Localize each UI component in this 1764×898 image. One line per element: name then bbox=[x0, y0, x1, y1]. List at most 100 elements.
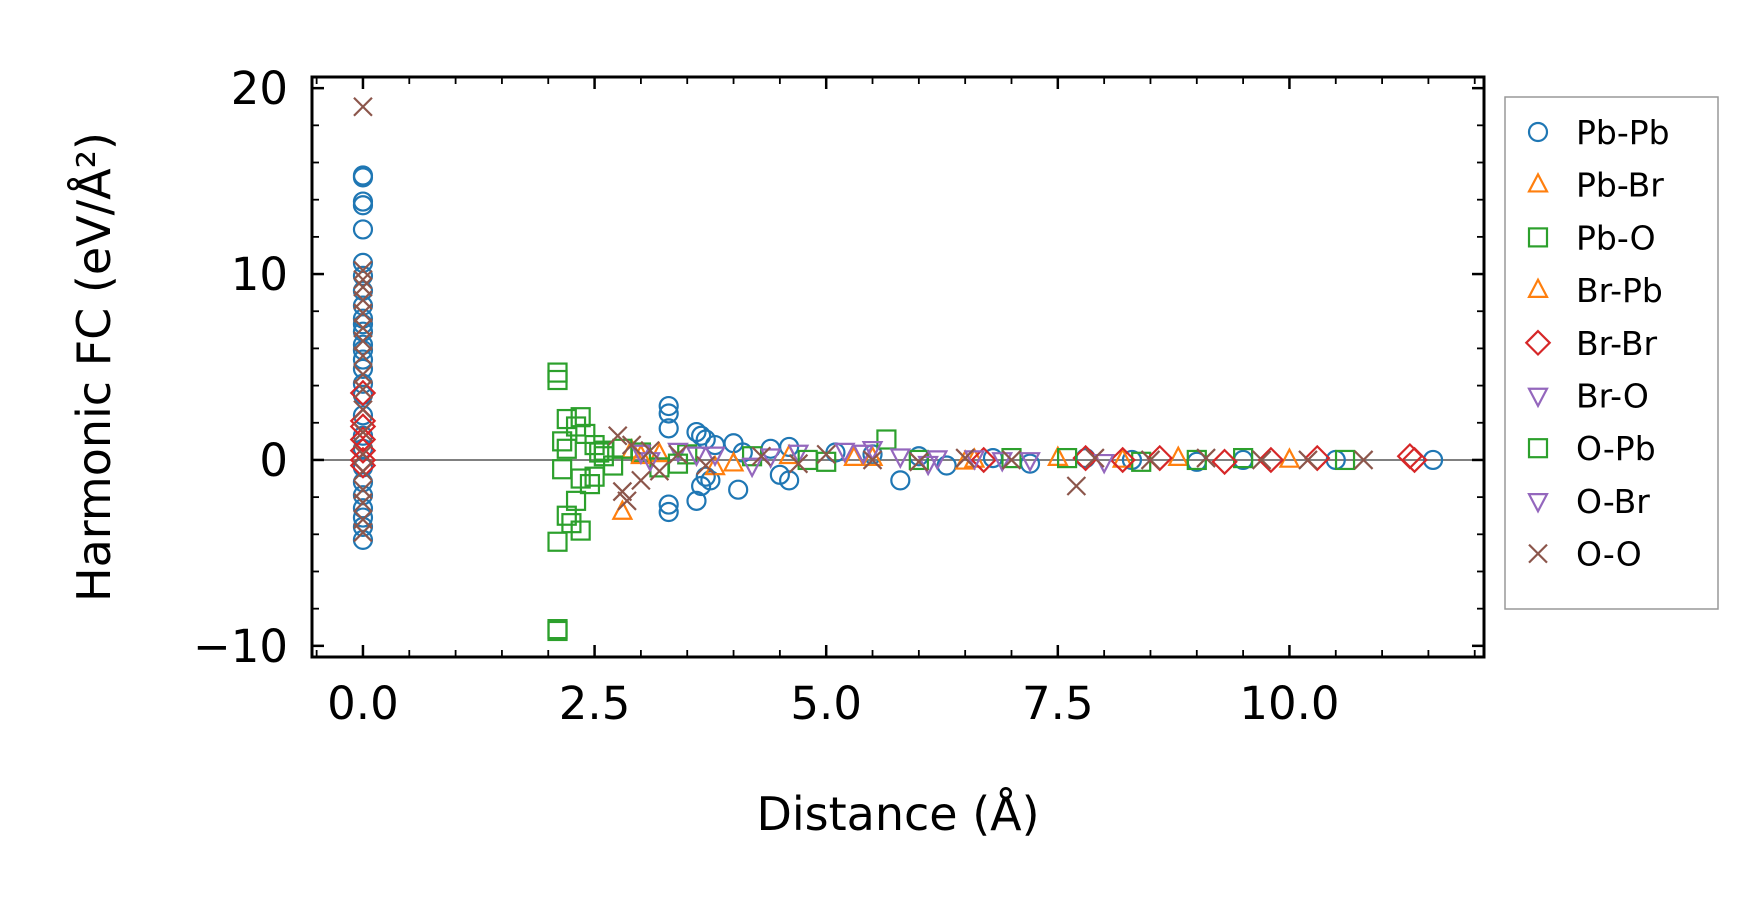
legend-items: Pb-Pb Pb-Br Pb-O Br-Pb Br-Br Br-O O-Pb O-Br O-O bbox=[1524, 113, 1670, 574]
data-point bbox=[691, 425, 712, 446]
data-point bbox=[963, 450, 986, 471]
data-point bbox=[621, 435, 642, 455]
plot-area bbox=[310, 75, 1486, 659]
legend-marker bbox=[1527, 277, 1549, 298]
data-point bbox=[352, 516, 374, 537]
data-point bbox=[352, 195, 374, 216]
legend-item-br-br: Br-Br bbox=[1524, 324, 1657, 363]
data-point bbox=[352, 167, 374, 188]
data-point bbox=[970, 446, 997, 474]
y-axis-label: Harmonic FC (eV/Å²) bbox=[67, 132, 121, 602]
data-point bbox=[1353, 450, 1374, 470]
data-point bbox=[352, 334, 374, 355]
legend-label: O-Br bbox=[1576, 482, 1650, 521]
data-point bbox=[1140, 450, 1161, 470]
data-point bbox=[353, 269, 373, 290]
data-point bbox=[352, 265, 374, 287]
data-point bbox=[751, 446, 772, 467]
data-point bbox=[759, 448, 782, 469]
data-point bbox=[631, 470, 651, 491]
data-point bbox=[658, 418, 679, 439]
data-point bbox=[843, 445, 865, 466]
data-point bbox=[1056, 447, 1078, 469]
legend-item-br-o: Br-O bbox=[1527, 377, 1649, 416]
data-point bbox=[741, 457, 763, 479]
legend-label: Br-O bbox=[1576, 377, 1649, 416]
data-point bbox=[1278, 447, 1301, 468]
data-point bbox=[658, 395, 679, 417]
data-point bbox=[353, 364, 373, 385]
data-point bbox=[816, 444, 836, 465]
data-point bbox=[353, 444, 373, 465]
data-point bbox=[1251, 450, 1272, 470]
data-point bbox=[353, 303, 373, 323]
data-point bbox=[1111, 447, 1134, 468]
axis-ticks bbox=[312, 77, 1484, 657]
data-point bbox=[352, 405, 374, 426]
x-tick-label: 2.5 bbox=[559, 677, 631, 730]
data-point bbox=[547, 531, 568, 552]
data-point bbox=[353, 492, 373, 513]
data-point bbox=[353, 346, 373, 366]
data-point bbox=[649, 461, 670, 481]
data-point bbox=[1072, 444, 1099, 472]
legend-label: Br-Pb bbox=[1576, 271, 1663, 310]
legend-item-o-br: O-Br bbox=[1527, 482, 1650, 521]
data-point bbox=[353, 399, 373, 420]
legend-item-o-o: O-O bbox=[1528, 535, 1642, 574]
legend-marker bbox=[1527, 171, 1549, 193]
data-point bbox=[570, 520, 591, 541]
series-o-o bbox=[353, 96, 1374, 543]
data-point bbox=[1167, 445, 1190, 466]
data-point bbox=[352, 507, 374, 528]
legend-label: Pb-Br bbox=[1576, 166, 1664, 205]
data-point bbox=[861, 440, 884, 462]
data-point bbox=[353, 96, 373, 117]
data-point bbox=[1066, 476, 1087, 496]
data-point bbox=[352, 358, 374, 379]
data-point bbox=[1257, 446, 1285, 474]
data-point bbox=[797, 449, 818, 471]
legend-marker bbox=[1527, 121, 1549, 143]
legend-label: O-O bbox=[1576, 535, 1642, 574]
data-point bbox=[704, 446, 726, 468]
data-point bbox=[833, 442, 856, 464]
data-point bbox=[1001, 447, 1022, 469]
legend-marker bbox=[1524, 329, 1552, 357]
legend-item-pb-br: Pb-Br bbox=[1527, 166, 1664, 205]
series-o-pb bbox=[556, 438, 1207, 489]
data-point bbox=[788, 453, 809, 474]
data-point bbox=[547, 620, 568, 642]
data-point bbox=[352, 252, 374, 273]
data-point bbox=[607, 426, 628, 446]
data-point bbox=[547, 369, 568, 391]
data-point bbox=[353, 379, 373, 400]
data-point bbox=[612, 481, 633, 502]
data-point bbox=[611, 499, 634, 520]
data-point bbox=[909, 452, 929, 472]
data-point bbox=[686, 490, 707, 511]
data-point bbox=[352, 314, 374, 335]
y-tick-label: −10 bbox=[193, 620, 288, 673]
data-point bbox=[862, 450, 883, 470]
legend-marker bbox=[1527, 387, 1549, 409]
data-point bbox=[1401, 446, 1428, 474]
data-point bbox=[349, 379, 377, 407]
data-point bbox=[991, 452, 1014, 473]
data-point bbox=[1146, 444, 1173, 472]
data-point bbox=[353, 260, 373, 281]
axis-tick-labels: 0.0 2.5 5.0 7.5 10.0 −10 0 10 20 bbox=[193, 62, 1340, 730]
data-point bbox=[685, 446, 708, 468]
legend-item-br-pb: Br-Pb bbox=[1527, 271, 1663, 310]
data-point bbox=[352, 529, 374, 550]
data-point bbox=[1186, 449, 1207, 471]
data-point bbox=[570, 468, 591, 489]
x-tick-label: 7.5 bbox=[1022, 677, 1094, 730]
data-point bbox=[1019, 452, 1041, 473]
data-point bbox=[908, 449, 929, 471]
data-point bbox=[658, 494, 679, 515]
data-point bbox=[658, 501, 679, 523]
legend-marker bbox=[1527, 438, 1549, 459]
data-point bbox=[353, 522, 373, 543]
data-point bbox=[695, 455, 716, 476]
